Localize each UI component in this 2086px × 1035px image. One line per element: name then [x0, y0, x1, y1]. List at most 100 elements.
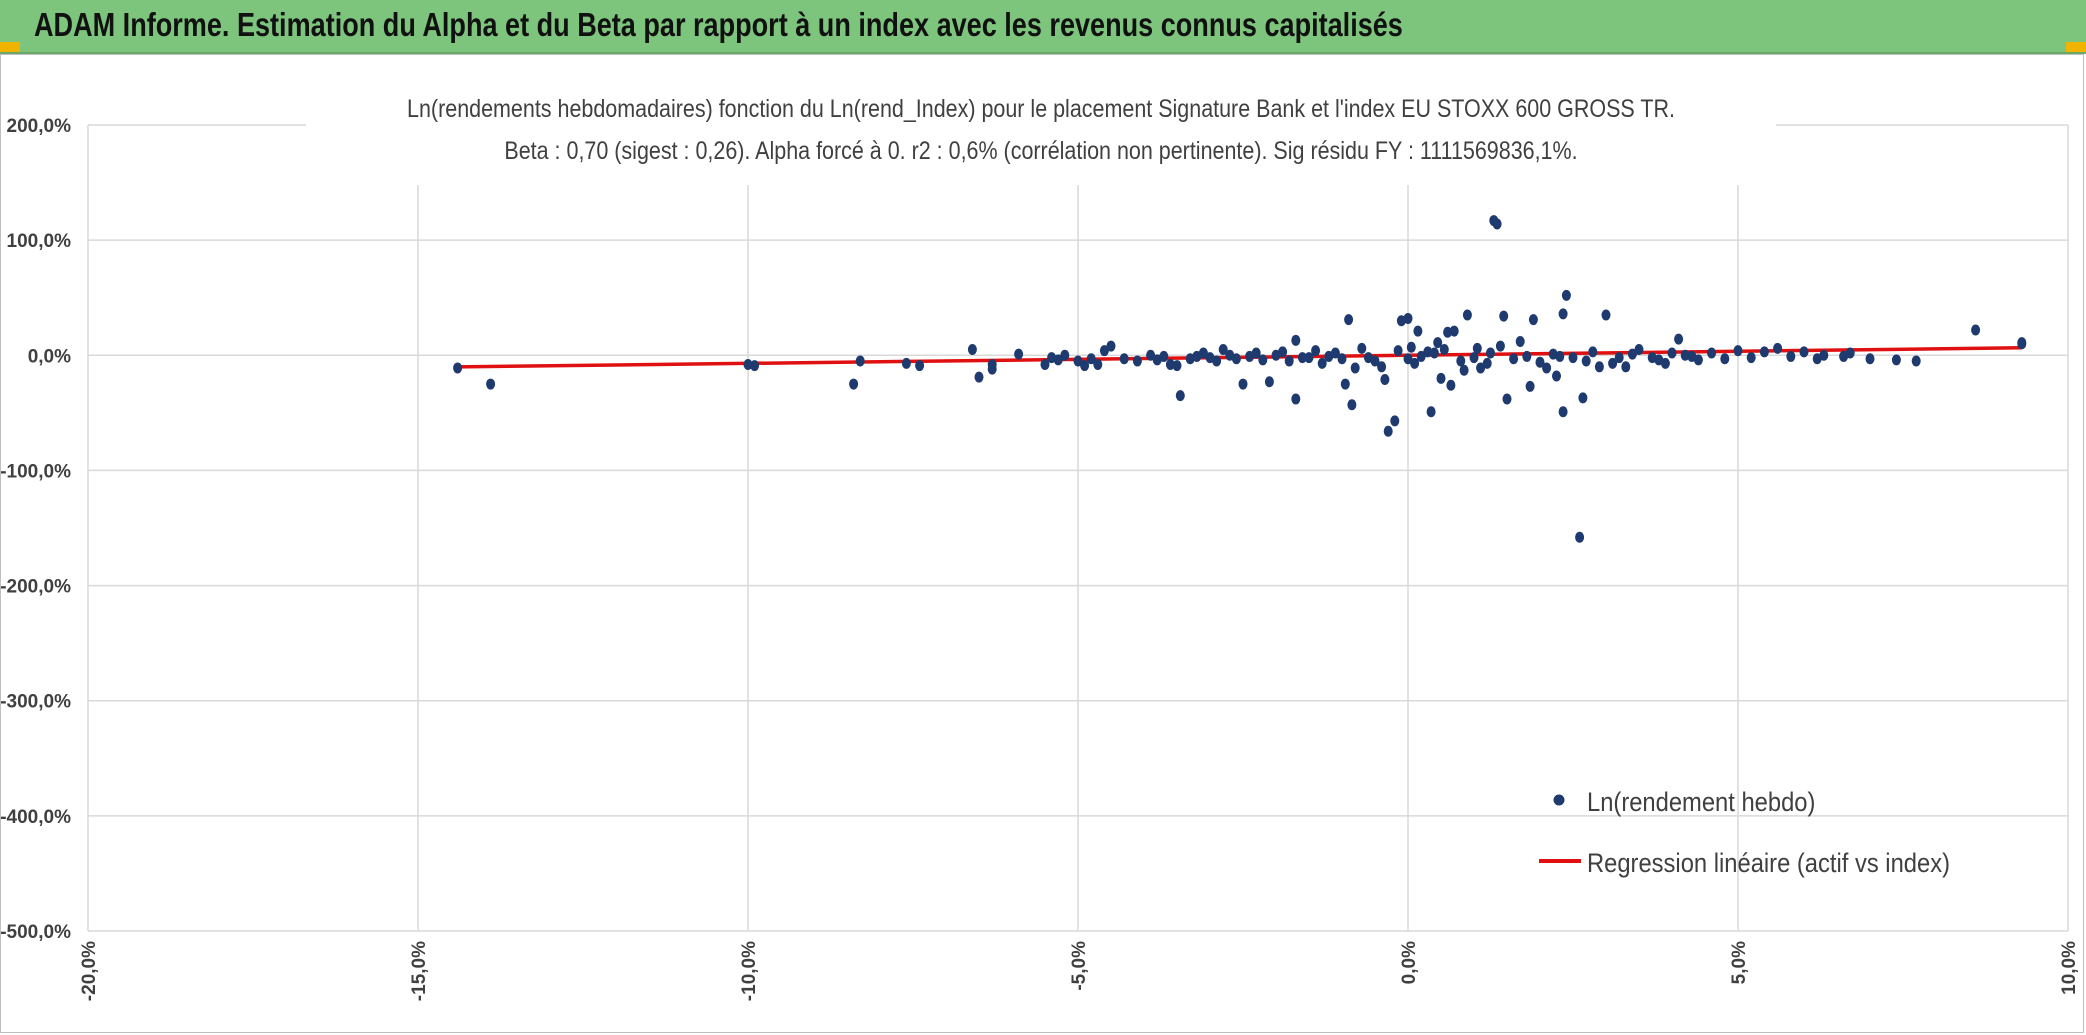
data-point	[1403, 353, 1413, 365]
data-point	[1634, 344, 1644, 356]
scatter-chart: 200,0% 100,0% 0,0% -100,0% -200,0% -300,0% -40…	[1, 87, 2080, 1001]
grid-lines	[87, 124, 2069, 932]
data-point	[1492, 218, 1502, 230]
data-point	[987, 358, 997, 370]
data-point	[1093, 358, 1103, 370]
data-point	[915, 360, 925, 372]
data-point	[1436, 372, 1446, 384]
data-point	[1971, 324, 1981, 336]
data-point	[1198, 347, 1208, 359]
data-point	[1403, 312, 1413, 324]
legend-label-regression: Regression linéaire (actif vs index)	[1587, 849, 1950, 879]
data-point	[1759, 346, 1769, 358]
data-point	[1845, 347, 1855, 359]
x-tick-label: -15,0%	[409, 941, 430, 1001]
data-point	[1053, 354, 1063, 366]
data-point	[1413, 325, 1423, 337]
data-point	[1132, 355, 1142, 367]
header-bar: ADAM Informe. Estimation du Alpha et du …	[0, 0, 2086, 54]
data-point	[1482, 357, 1492, 369]
chart-titles: Ln(rendements hebdomadaires) fonction du…	[306, 87, 1776, 185]
data-point	[1060, 349, 1070, 361]
data-point	[1350, 362, 1360, 374]
chart-frame: 200,0% 100,0% 0,0% -100,0% -200,0% -300,0% -40…	[0, 54, 2084, 1033]
x-tick-label: 5,0%	[1729, 941, 1750, 984]
data-point	[1443, 326, 1453, 338]
data-point	[1370, 355, 1380, 367]
data-point	[743, 358, 753, 370]
data-point	[1865, 353, 1875, 365]
data-point	[1119, 353, 1129, 365]
data-point	[1297, 352, 1307, 364]
page-title: ADAM Informe. Estimation du Alpha et du …	[34, 6, 1403, 43]
data-point	[1693, 354, 1703, 366]
data-point	[1433, 337, 1443, 349]
data-point	[1535, 356, 1545, 368]
data-point	[1073, 355, 1083, 367]
data-point	[1558, 406, 1568, 418]
data-point	[1383, 425, 1393, 437]
data-point	[1561, 289, 1571, 301]
data-point	[1344, 314, 1354, 326]
data-point	[1456, 355, 1466, 367]
x-tick-label: -5,0%	[1069, 941, 1090, 991]
y-tick-label: 200,0%	[7, 116, 72, 137]
data-point	[1476, 362, 1486, 374]
data-point	[1660, 357, 1670, 369]
data-point	[967, 344, 977, 356]
data-point	[1390, 415, 1400, 427]
data-point	[1337, 353, 1347, 365]
y-tick-label: -400,0%	[1, 807, 71, 828]
data-point	[1449, 325, 1459, 337]
data-point	[1522, 350, 1532, 362]
data-point	[1608, 357, 1618, 369]
data-point	[1558, 308, 1568, 320]
data-point	[1347, 399, 1357, 411]
title-background	[306, 87, 1776, 185]
data-point	[1357, 342, 1367, 354]
data-point	[1499, 310, 1509, 322]
data-point	[1439, 344, 1449, 356]
data-point	[1304, 352, 1314, 364]
data-point	[1799, 346, 1809, 358]
data-point	[1251, 347, 1261, 359]
data-point	[1707, 347, 1717, 359]
data-point	[1086, 353, 1096, 365]
x-tick-label: 0,0%	[1399, 941, 1420, 984]
data-point	[1423, 346, 1433, 358]
data-point	[1106, 340, 1116, 352]
data-point	[1462, 309, 1472, 321]
data-point	[1891, 354, 1901, 366]
data-point	[1746, 352, 1756, 364]
data-point	[1555, 350, 1565, 362]
data-point	[1146, 349, 1156, 361]
data-point	[1552, 370, 1561, 382]
data-point	[1278, 346, 1288, 358]
y-tick-label: -100,0%	[1, 461, 71, 482]
data-point	[1594, 361, 1604, 373]
data-point	[1575, 531, 1585, 543]
data-point	[1525, 380, 1535, 392]
legend-label-points: Ln(rendement hebdo)	[1587, 788, 1815, 818]
data-point	[1429, 347, 1439, 359]
data-point	[486, 378, 496, 390]
data-point	[1099, 345, 1109, 357]
data-point	[1502, 393, 1512, 405]
corner-marker-left	[0, 42, 20, 52]
legend-marker-points	[1553, 794, 1565, 806]
data-point	[1340, 378, 1350, 390]
data-point	[1667, 347, 1677, 359]
data-point	[1911, 355, 1921, 367]
data-point	[453, 362, 463, 374]
data-point	[1588, 346, 1598, 358]
data-point	[1080, 360, 1090, 372]
data-point	[2017, 337, 2027, 349]
data-point	[1159, 350, 1169, 362]
data-point	[1627, 348, 1637, 360]
data-point	[1410, 357, 1420, 369]
data-point	[1819, 349, 1829, 361]
data-point	[1674, 333, 1684, 345]
chart-title: Ln(rendements hebdomadaires) fonction du…	[407, 94, 1675, 122]
data-point	[1680, 349, 1690, 361]
data-point	[750, 360, 760, 372]
